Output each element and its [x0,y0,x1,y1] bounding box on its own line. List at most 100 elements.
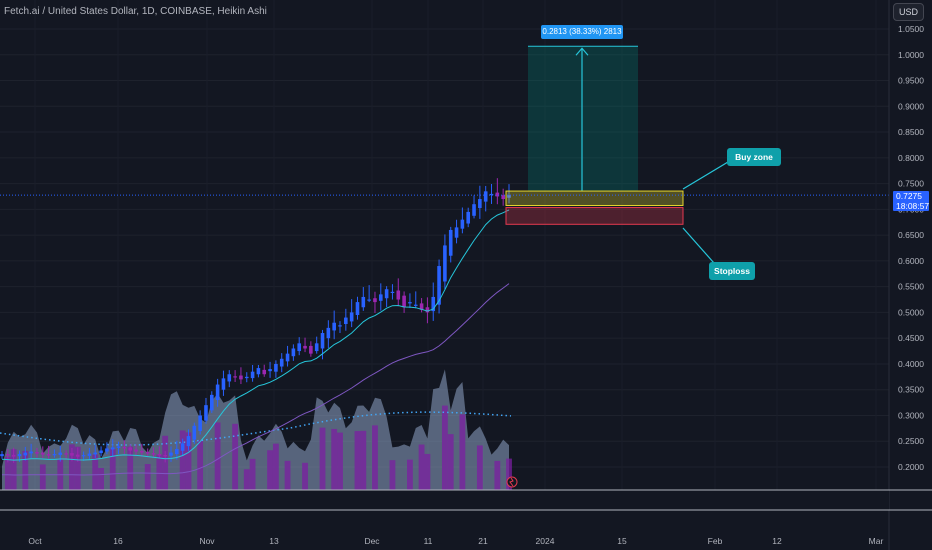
time-scale[interactable]: Oct 16 Nov 13 Dec 11 21 2024 15 Feb 12 Mar [0,489,932,546]
volume-bar-down [459,414,466,490]
volume-bar-down [214,422,221,490]
candle-body [285,353,290,362]
volume-bar-down [127,446,134,490]
candle-body [413,304,418,306]
candle-body [256,368,261,375]
candle-body [58,452,63,455]
candle-body [140,451,144,453]
candle-body [431,296,436,312]
stoploss-callout[interactable]: Stoploss [709,262,755,280]
candle-body [40,452,45,455]
candle-body [443,245,447,282]
candle-body [215,384,220,401]
volume-bar-down [74,446,81,490]
candle-body [454,227,459,238]
candle-body [309,345,313,354]
buy-zone-callout[interactable]: Buy zone [727,148,781,166]
time-tick-label: Nov [199,536,215,546]
candle-body [35,452,39,454]
price-tick-label: 0.4500 [898,333,924,343]
volume-bar-down [284,460,291,490]
candle-body [93,452,98,455]
candle-body [99,450,103,454]
buy-zone-box [505,190,684,206]
candle-body [128,447,133,451]
ma-slow-line [1,283,510,476]
volume-bar-down [4,456,11,490]
price-tick-label: 0.5000 [898,307,924,317]
volume-bar-down [302,462,308,490]
candle-body [180,443,185,451]
volume-bar-down [156,454,163,490]
candle-body [186,436,191,447]
candle-body [419,303,424,310]
candle-body [303,345,307,349]
candle-body [402,295,406,308]
volume-bar-down [185,432,192,490]
time-tick-label: Oct [28,536,42,546]
candle-body [437,266,441,305]
volume-bar-down [354,431,361,490]
volume-area [0,369,512,490]
volume-bar-down [331,428,338,490]
candle-body [279,358,284,367]
stoploss-callout-pointer [682,227,715,264]
currency-button[interactable]: USD [893,3,924,21]
candle-body [6,454,10,456]
candle-body [495,192,500,197]
price-tick-label: 0.8000 [898,153,924,163]
volume-bar-down [424,453,431,490]
volume-bar-down [179,430,186,490]
candlestick-series [0,178,511,463]
volume-bar-down [39,464,46,490]
volume-bar-down [272,443,279,490]
candle-body [425,307,430,313]
measure-arrow-head [575,47,589,56]
price-tick-label: 0.7500 [898,179,924,189]
current-price-label: 0.7275 18:08:57 [893,191,929,211]
candle-body [344,317,348,325]
volume-bar-down [109,448,116,490]
price-tick-label: 0.6500 [898,230,924,240]
candle-body [291,348,296,357]
volume-bar-down [98,467,104,490]
volume-bar-down [360,430,367,490]
ma-fast-line [1,209,510,461]
candle-body [233,376,237,378]
position-target-label[interactable]: 0.2813 (38.33%) 2813 [541,25,623,39]
candle-body [192,425,197,440]
candle-body [198,415,202,431]
volume-bar-down [243,469,250,490]
candle-body [87,453,92,456]
price-tick-label: 0.8500 [898,127,924,137]
candle-body [355,302,360,315]
candle-body [81,455,86,457]
price-tick-label: 0.3000 [898,410,924,420]
candle-body [244,376,249,379]
stoploss-box [505,207,684,225]
candle-body [332,322,336,331]
volume-bar-down [447,434,454,490]
long-position-tool[interactable] [0,45,889,488]
candle-body [116,446,121,448]
price-tick-label: 0.5500 [898,282,924,292]
candle-body [239,375,243,380]
time-tick-label: 21 [478,536,488,546]
volume-bar-down [22,450,29,490]
volume-bar-down [372,425,378,490]
candle-body [29,451,33,454]
time-tick-label: 16 [113,536,123,546]
symbol-title[interactable]: Fetch.ai / United States Dollar, 1D, COI… [4,6,267,17]
current-price-value: 0.7275 [896,191,922,201]
candle-body [145,452,150,454]
price-scale[interactable]: 1.0500 1.0000 0.9500 0.9000 0.8500 0.8000 0.75… [888,0,924,550]
volume-bar-down [407,459,413,490]
candle-body [70,453,74,456]
time-tick-label: 2024 [536,536,555,546]
candle-body [204,405,208,421]
profit-zone [528,46,638,192]
candle-body [169,452,173,456]
price-tick-label: 0.2500 [898,436,924,446]
price-tick-label: 0.9000 [898,101,924,111]
